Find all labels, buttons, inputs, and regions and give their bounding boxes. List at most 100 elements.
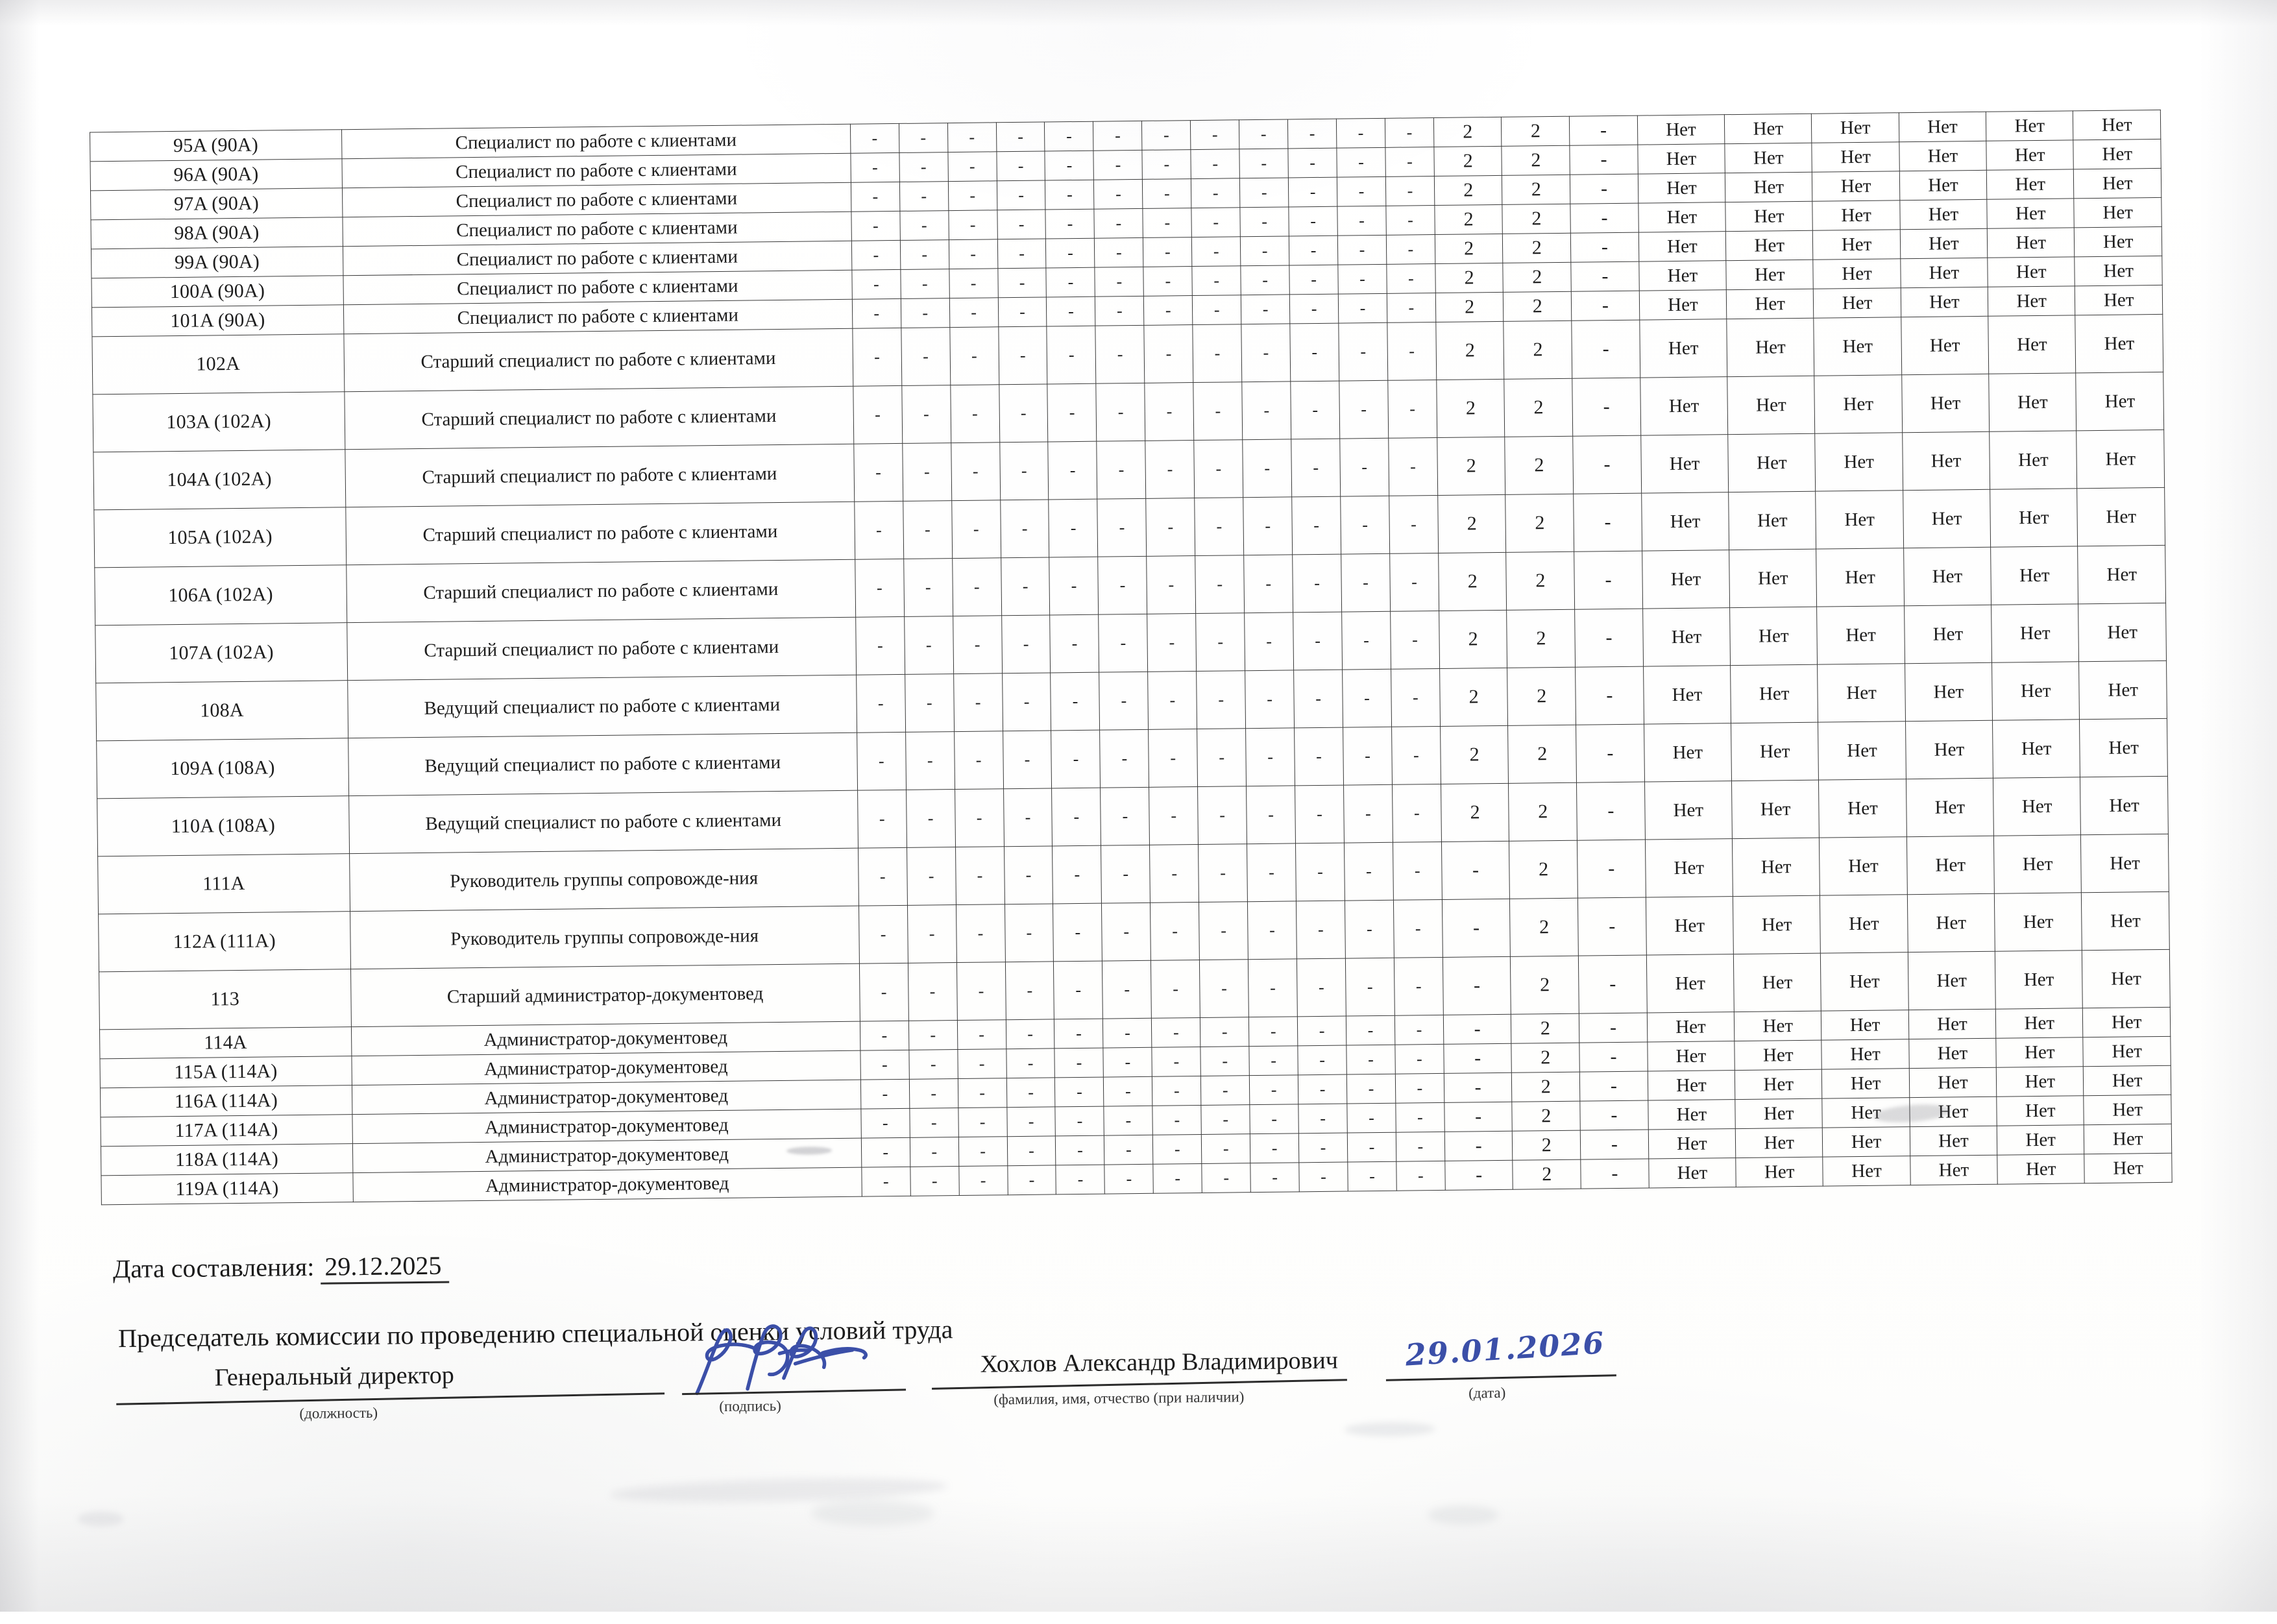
factor-cell: - xyxy=(1200,1046,1250,1076)
factor-cell: - xyxy=(1104,1135,1154,1165)
factor-cell: - xyxy=(1005,961,1054,1020)
guarantee-cell: Нет xyxy=(1997,1124,2085,1156)
factor-cell: - xyxy=(948,239,998,269)
factor-cell: - xyxy=(1289,236,1338,265)
factor-cell: - xyxy=(1289,265,1339,295)
guarantee-cell: Нет xyxy=(1735,1098,1823,1129)
factor-cell: - xyxy=(1149,786,1199,845)
factor-cell: - xyxy=(905,673,955,733)
factor-cell: - xyxy=(1002,672,1052,731)
factor-cell: - xyxy=(1000,499,1050,558)
guarantee-cell: Нет xyxy=(1816,490,1904,550)
factor-cell: - xyxy=(956,962,1006,1021)
guarantee-cell: Нет xyxy=(2084,1153,2173,1183)
factor-cell: - xyxy=(901,385,951,444)
guarantee-cell: Нет xyxy=(1907,893,1995,952)
job-position-cell: Ведущий специалист по работе с клиентами xyxy=(348,733,858,796)
factor-cell: - xyxy=(957,1048,1006,1079)
factor-cell: - xyxy=(855,559,905,618)
class-cell: 2 xyxy=(1504,321,1572,380)
factor-cell: - xyxy=(857,732,907,791)
factor-cell: - xyxy=(949,297,999,328)
class-cell: 2 xyxy=(1435,234,1504,264)
factor-cell: - xyxy=(1200,1017,1249,1047)
guarantee-cell: Нет xyxy=(1995,1037,2084,1068)
guarantee-cell: Нет xyxy=(1724,143,1812,173)
guarantee-cell: Нет xyxy=(1641,492,1729,551)
factor-cell: - xyxy=(1055,1106,1104,1136)
factor-cell: - xyxy=(1152,1047,1201,1077)
class-cell: - xyxy=(1579,1100,1649,1131)
guarantee-cell: Нет xyxy=(1818,779,1907,838)
factor-cell: - xyxy=(1386,234,1435,265)
factor-cell: - xyxy=(1104,1106,1153,1136)
guarantee-cell: Нет xyxy=(1735,1128,1823,1158)
factor-cell: - xyxy=(1245,670,1295,729)
guarantee-cell: Нет xyxy=(1814,317,1902,376)
factor-cell: - xyxy=(1099,729,1149,788)
factor-cell: - xyxy=(951,442,1001,501)
factor-cell: - xyxy=(853,385,903,444)
position-underline xyxy=(116,1392,665,1405)
guarantee-cell: Нет xyxy=(1640,434,1729,494)
factor-cell: - xyxy=(899,181,949,212)
job-position-cell: Старший специалист по работе с клиентами xyxy=(345,502,855,565)
class-cell: 2 xyxy=(1433,117,1502,147)
factor-cell: - xyxy=(1389,553,1439,612)
class-cell: 2 xyxy=(1509,840,1578,899)
class-cell: 2 xyxy=(1502,145,1570,176)
workplace-number-cell: 118A (114A) xyxy=(101,1143,353,1176)
factor-cell: - xyxy=(1241,294,1290,324)
class-cell: - xyxy=(1570,203,1639,234)
factor-cell: - xyxy=(1239,148,1289,178)
factor-cell: - xyxy=(1145,382,1194,441)
class-cell: - xyxy=(1578,955,1648,1014)
factor-cell: - xyxy=(850,123,899,154)
factor-cell: - xyxy=(902,442,952,502)
factor-cell: - xyxy=(850,152,900,183)
factor-cell: - xyxy=(1001,614,1051,673)
guarantee-cell: Нет xyxy=(1991,603,2079,663)
workplace-number-cell: 95A (90A) xyxy=(90,129,342,162)
guarantee-cell: Нет xyxy=(1904,605,1992,664)
factor-cell: - xyxy=(1147,613,1197,672)
factor-cell: - xyxy=(1240,265,1290,295)
factor-cell: - xyxy=(1006,1106,1056,1137)
factor-cell: - xyxy=(1295,785,1345,843)
factor-cell: - xyxy=(1199,959,1249,1018)
guarantee-cell: Нет xyxy=(1993,777,2081,836)
class-cell: - xyxy=(1579,1071,1648,1102)
class-cell: - xyxy=(1579,1013,1648,1043)
factor-cell: - xyxy=(1385,176,1435,206)
class-cell: 2 xyxy=(1502,175,1570,205)
factor-cell: - xyxy=(1298,1133,1348,1163)
class-cell: 2 xyxy=(1510,956,1579,1015)
class-cell: - xyxy=(1444,1073,1513,1103)
class-cell: 2 xyxy=(1511,1013,1579,1044)
class-cell: - xyxy=(1573,493,1642,552)
guarantee-cell: Нет xyxy=(1815,432,1903,492)
factor-cell: - xyxy=(1246,785,1296,844)
class-cell: - xyxy=(1441,841,1510,900)
class-cell: 2 xyxy=(1501,116,1570,147)
factor-cell: - xyxy=(852,298,901,329)
factor-cell: - xyxy=(1393,899,1443,958)
factor-cell: - xyxy=(996,151,1045,181)
factor-cell: - xyxy=(1053,961,1103,1019)
guarantee-cell: Нет xyxy=(1899,170,1987,200)
factor-cell: - xyxy=(1103,1076,1153,1107)
guarantee-cell: Нет xyxy=(1908,951,1996,1010)
factor-cell: - xyxy=(958,1107,1007,1137)
factor-cell: - xyxy=(1340,496,1390,555)
factor-cell: - xyxy=(1049,557,1099,615)
guarantee-cell: Нет xyxy=(1818,721,1906,781)
guarantee-cell: Нет xyxy=(1725,201,1813,232)
workplace-number-cell: 105A (102A) xyxy=(93,507,347,568)
factor-cell: - xyxy=(1102,960,1152,1019)
workplace-number-cell: 119A (114A) xyxy=(101,1172,353,1205)
class-cell: 2 xyxy=(1508,782,1577,842)
class-cell: 2 xyxy=(1507,725,1577,784)
factor-cell: - xyxy=(947,180,997,211)
class-cell: 2 xyxy=(1507,609,1576,668)
guarantee-cell: Нет xyxy=(1639,289,1727,321)
